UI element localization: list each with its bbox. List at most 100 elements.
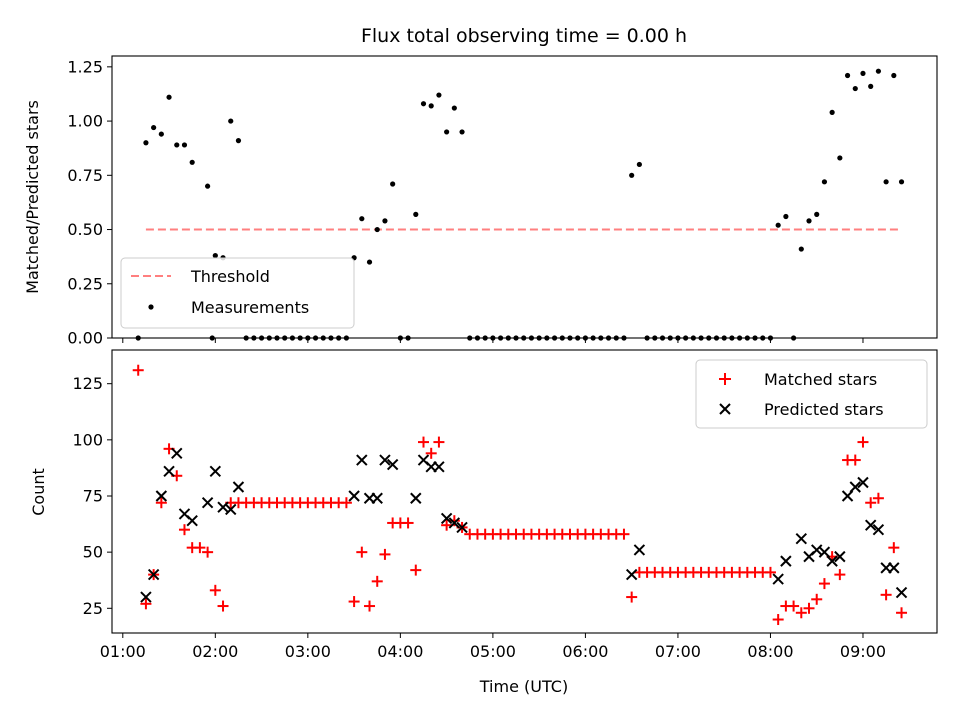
legend-threshold-label: Threshold [190, 267, 270, 286]
bottom-plot-area [132, 364, 908, 626]
top-y-tick-label: 0.50 [67, 220, 103, 239]
measurement-point [821, 179, 828, 185]
measurement-point [868, 83, 874, 89]
matched-point [788, 600, 800, 612]
top-axes-frame [111, 55, 938, 339]
measurement-point [852, 85, 858, 92]
top-y-tick-label: 0.00 [67, 329, 103, 348]
matched-point [618, 528, 630, 540]
top-y-tick-label: 1.25 [67, 57, 103, 76]
predicted-point [348, 490, 360, 502]
predicted-point [232, 481, 245, 493]
bottom-y-axis: 25 50 75 100 125 [72, 374, 112, 618]
predicted-point [888, 562, 900, 574]
measurement-point [875, 68, 882, 74]
predicted-point [864, 519, 877, 531]
x-tick-label: 07:00 [655, 642, 701, 661]
predicted-point [633, 544, 646, 556]
measurement-point [898, 179, 905, 185]
predicted-point [433, 461, 445, 473]
matched-point [803, 602, 815, 614]
measurement-point [798, 246, 804, 252]
legend-matched-label: Matched stars [764, 370, 877, 389]
predicted-point [456, 521, 468, 534]
measurement-point [459, 129, 465, 135]
measurement-point [151, 124, 157, 131]
matched-point [849, 454, 861, 466]
matched-point [371, 575, 383, 587]
x-axis-label: Time (UTC) [479, 677, 568, 696]
x-tick-label: 03:00 [285, 642, 331, 661]
measurement-point [444, 129, 450, 135]
matched-point [448, 515, 460, 527]
measurement-point [366, 259, 373, 265]
chart-title: Flux total observing time = 0.00 h [361, 25, 687, 47]
bottom-y-tick-label: 25 [83, 599, 103, 618]
matched-point [364, 600, 376, 612]
x-tick-label: 09:00 [840, 642, 886, 661]
matched-point [811, 593, 823, 605]
measurement-point [806, 218, 812, 224]
bottom-axes-frame [111, 349, 938, 634]
predicted-point [410, 492, 422, 504]
measurement-point [166, 94, 172, 100]
measurement-point [235, 138, 242, 144]
matched-point [356, 546, 368, 558]
legend-measurements-label: Measurements [191, 298, 309, 317]
bottom-y-axis-label: Count [29, 468, 48, 516]
matched-point [410, 564, 422, 576]
matched-point [425, 447, 437, 459]
matched-point [340, 497, 352, 509]
bottom-legend: Matched stars Predicted stars [695, 359, 928, 429]
matched-point [865, 497, 877, 509]
predicted-point [857, 476, 869, 489]
predicted-point [163, 465, 175, 477]
x-tick-label: 02:00 [192, 642, 238, 661]
matched-point [896, 607, 908, 619]
measurement-point [814, 211, 820, 217]
matched-point [818, 578, 830, 590]
predicted-point [849, 481, 861, 493]
predicted-point [826, 555, 838, 567]
top-y-axis: 0.00 0.25 0.50 0.75 1.00 1.25 [67, 57, 112, 348]
predicted-point [841, 490, 854, 502]
matched-point [433, 436, 445, 448]
bottom-y-tick-label: 125 [72, 374, 103, 393]
matched-point [626, 591, 638, 603]
predicted-point [772, 573, 784, 585]
predicted-point [795, 532, 808, 545]
measurement-point [451, 105, 457, 111]
predicted-point [625, 568, 638, 581]
predicted-point [834, 550, 846, 563]
count-panel: Count Time (UTC) 25 50 75 100 125 01:00 02:00… [29, 349, 938, 696]
top-legend-box [120, 257, 355, 329]
measurement-point [783, 213, 789, 220]
measurement-point [390, 181, 396, 187]
bottom-y-tick-label: 75 [83, 486, 103, 505]
predicted-point [895, 586, 908, 599]
x-tick-label: 01:00 [100, 642, 146, 661]
predicted-point [225, 503, 237, 516]
measurement-point [143, 140, 149, 146]
matched-point [872, 492, 884, 504]
measurement-point [883, 179, 889, 185]
top-y-tick-label: 1.00 [67, 112, 103, 131]
measurement-point [428, 103, 434, 109]
bottom-x-axis: 01:00 02:00 03:00 04:00 05:00 06:00 07:00 08:00… [100, 633, 886, 661]
top-legend: Threshold Measurements [120, 257, 355, 329]
measurement-point [205, 183, 211, 189]
matched-point [441, 519, 453, 531]
matched-point [888, 542, 900, 554]
predicted-point [209, 465, 222, 477]
matched-point [202, 546, 214, 558]
matched-point [209, 584, 221, 596]
legend-measurements-swatch [148, 304, 154, 310]
measurement-point [359, 216, 365, 222]
legend-predicted-swatch [719, 403, 731, 415]
bottom-y-tick-label: 100 [72, 430, 103, 449]
predicted-point [155, 490, 168, 502]
matched-point [764, 566, 776, 578]
predicted-point [147, 568, 160, 581]
top-y-tick-label: 0.25 [67, 274, 103, 293]
top-y-axis-label: Matched/Predicted stars [23, 100, 42, 294]
